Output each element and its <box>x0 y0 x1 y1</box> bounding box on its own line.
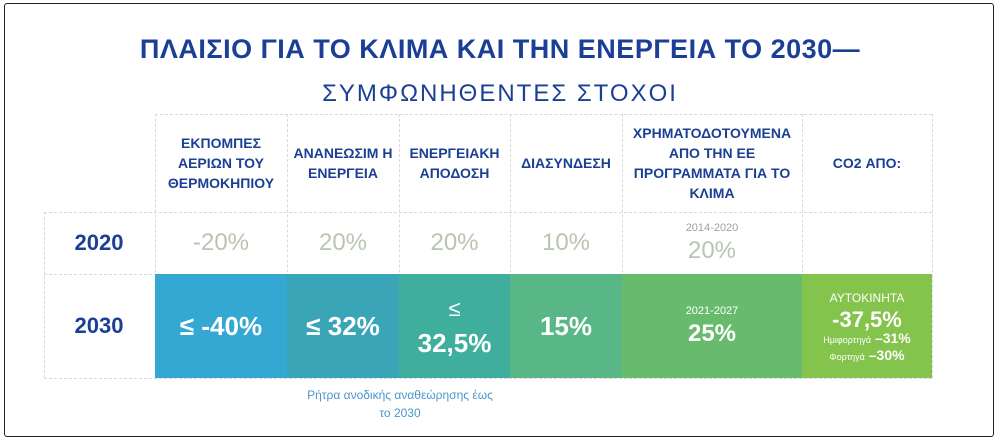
grid-line <box>932 114 933 378</box>
cars-label: ΑΥΤΟΚΙΝΗΤΑ <box>829 291 905 305</box>
review-clause-note: Ρήτρα ανοδικής αναθεώρησης έως το 2030 <box>307 388 493 420</box>
value-text: 25% <box>687 319 737 347</box>
value-text: ≤ -40% <box>179 310 263 341</box>
value-text: 10% <box>541 229 591 256</box>
grid-line <box>44 212 932 213</box>
grid-line <box>155 114 156 378</box>
grid-line <box>44 212 45 378</box>
grid-line <box>399 114 400 378</box>
value-2030-co2: ΑΥΤΟΚΙΝΗΤΑ -37,5% Ημιφορτηγά –31% Φορτηγ… <box>802 274 932 378</box>
header-renewable-energy: ΑΝΑΝΕΩΣΙΜ Η ΕΝΕΡΓΕΙΑ <box>293 145 393 181</box>
funding-period-2020: 2014-2020 <box>685 221 739 234</box>
value-text: ≤ 32% <box>306 310 380 341</box>
trucks-line: Φορτηγά –30% <box>829 347 904 365</box>
value-text: 20% <box>430 229 479 256</box>
value-2020-renewables: 20% <box>287 212 399 274</box>
value-2020-efficiency: 20% <box>399 212 510 274</box>
value-2030-interconnection: 15% <box>510 274 622 378</box>
header-eu-climate-funding: ΧΡΗΜΑΤΟΔΟΤΟΥΜΕΝΑ ΑΠΟ ΤΗΝ ΕΕ ΠΡΟΓΡΑΜΜΑΤΑ … <box>632 125 792 201</box>
value-text: -20% <box>192 229 250 256</box>
header-ghg-emissions: ΕΚΠΟΜΠΕΣ ΑΕΡΙΩΝ ΤΟΥ ΘΕΡΜΟΚΗΠΙΟΥ <box>167 135 275 191</box>
value-text: 15% <box>539 310 593 341</box>
header-co2: CO2 ΑΠΟ: <box>832 155 902 171</box>
value-2020-interconnection: 10% <box>510 212 622 274</box>
grid-line <box>622 114 623 378</box>
grid-line <box>510 114 511 378</box>
grid-line <box>155 114 932 115</box>
value-2020-ghg: -20% <box>155 212 287 274</box>
page-subtitle: ΣΥΜΦΩΝΗΘΕΝΤΕΣ ΣΤΟΧΟΙ <box>322 80 678 107</box>
vans-line: Ημιφορτηγά –31% <box>823 331 911 347</box>
funding-period-2030: 2021-2027 <box>685 304 739 317</box>
value-text: 32,5% <box>417 328 492 358</box>
vans-value: –31% <box>874 330 911 346</box>
trucks-value: –30% <box>868 347 905 363</box>
value-2030-funding: 2021-2027 25% <box>622 274 802 378</box>
grid-line <box>44 378 932 379</box>
value-2030-efficiency: ≤ 32,5% <box>399 274 510 378</box>
value-2030-ghg: ≤ -40% <box>155 274 287 378</box>
grid-line <box>287 114 288 378</box>
value-2020-funding: 2014-2020 20% <box>622 212 802 274</box>
header-energy-efficiency: ΕΝΕΡΓΕΙΑΚΗ ΑΠΟΔΟΣΗ <box>409 145 500 181</box>
value-2030-renewables: ≤ 32% <box>287 274 399 378</box>
value-text: 20% <box>687 236 737 264</box>
row-label-2030: 2030 <box>74 313 124 338</box>
page-title: ΠΛΑΙΣΙΟ ΓΙΑ ΤΟ ΚΛΙΜΑ ΚΑΙ ΤΗΝ ΕΝΕΡΓΕΙΑ ΤΟ… <box>139 34 861 64</box>
less-equal-sign: ≤ <box>448 296 461 321</box>
row-label-2020: 2020 <box>74 230 124 255</box>
header-interconnection: ΔΙΑΣΥΝΔΕΣΗ <box>521 155 611 171</box>
grid-line <box>802 114 803 378</box>
vans-label: Ημιφορτηγά <box>823 335 872 345</box>
cars-value: -37,5% <box>832 307 902 332</box>
trucks-label: Φορτηγά <box>829 352 865 362</box>
value-text: 20% <box>318 229 368 256</box>
